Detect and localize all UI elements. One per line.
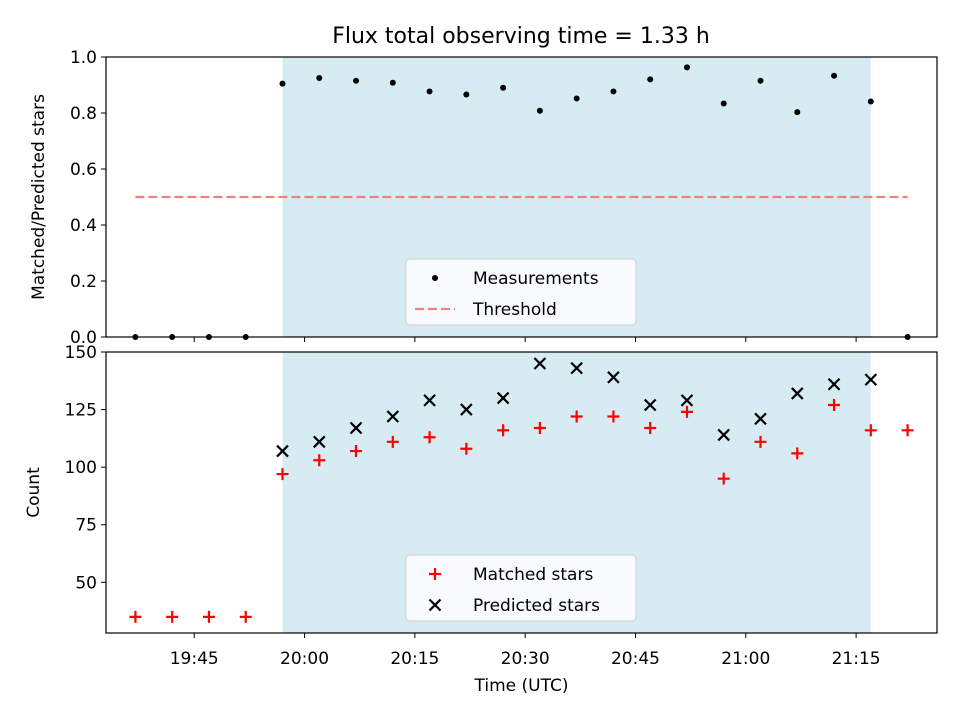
chart-title: Flux total observing time = 1.33 h <box>332 24 710 49</box>
matched-stars-point <box>644 422 657 435</box>
measurement-point <box>279 80 286 87</box>
y-tick-label: 0.4 <box>70 216 97 236</box>
matched-stars-point <box>386 435 399 448</box>
predicted-stars-point <box>570 361 583 375</box>
y-tick-label: 125 <box>65 401 97 421</box>
x-tick-label: 20:00 <box>280 649 329 669</box>
measurement-point <box>831 72 838 79</box>
predicted-stars-point <box>864 373 878 386</box>
predicted-stars-point <box>460 403 473 416</box>
matched-stars-point <box>497 424 510 437</box>
measurement-point <box>610 88 617 95</box>
matched-stars-point <box>607 410 620 423</box>
legend-label: Threshold <box>472 300 557 320</box>
matched-stars-point <box>239 610 252 623</box>
predicted-stars-point <box>533 357 547 370</box>
matched-stars-point <box>460 442 473 455</box>
legend-label: Predicted stars <box>473 596 600 616</box>
predicted-stars-point <box>717 428 731 442</box>
predicted-stars-point <box>386 410 400 423</box>
series-dot <box>132 64 911 340</box>
x-tick-label: 21:15 <box>832 649 881 669</box>
measurement-point <box>757 77 764 84</box>
legend-frame <box>405 258 637 326</box>
matched-stars-point <box>864 424 877 437</box>
matched-stars-point <box>754 435 767 448</box>
measurement-point <box>573 95 580 102</box>
predicted-stars-point <box>312 435 326 449</box>
y-tick-label: 0.0 <box>70 328 97 348</box>
legend-label: Matched stars <box>473 565 593 585</box>
matched-stars-point <box>129 610 142 623</box>
matched-stars-point <box>680 405 693 418</box>
axes-frame <box>105 351 938 634</box>
measurement-point <box>683 64 690 71</box>
matched-stars-point <box>570 410 583 423</box>
predicted-stars-point <box>423 394 436 407</box>
matched-stars-point <box>350 445 363 458</box>
predicted-stars-point <box>643 398 657 412</box>
y-tick-label: 100 <box>65 458 97 478</box>
y-tick-label: 50 <box>75 573 97 593</box>
series-plus <box>129 398 914 623</box>
measurement-point <box>794 109 801 116</box>
matched-stars-point <box>901 424 914 437</box>
legend-predicted-marker <box>428 598 442 612</box>
predicted-stars-point <box>607 371 620 384</box>
y-tick-label: 75 <box>75 516 97 536</box>
ratio-panel: 0.0 0.2 0.4 0.6 0.8 1.0 Matched/Predicted star… <box>29 48 938 348</box>
matched-stars-point <box>166 610 179 623</box>
legend: Measurements Threshold <box>405 258 637 326</box>
matched-stars-point <box>276 468 289 481</box>
x-tick-label: 20:45 <box>611 649 660 669</box>
y-tick-label: 1.0 <box>70 48 97 68</box>
predicted-stars-point <box>496 391 510 405</box>
y-tick-label: 0.6 <box>70 160 97 180</box>
legend-matched-marker <box>429 568 441 580</box>
matched-stars-point <box>533 422 546 435</box>
series-x <box>276 357 878 458</box>
legend-label: Measurements <box>473 269 599 289</box>
predicted-stars-point <box>276 444 289 458</box>
measurement-point <box>500 84 507 91</box>
x-tick-label: 19:45 <box>170 649 219 669</box>
predicted-stars-point <box>349 421 363 435</box>
measurement-point <box>536 107 543 114</box>
measurement-point <box>867 98 874 105</box>
measurement-point <box>647 76 654 83</box>
predicted-stars-point <box>827 377 841 391</box>
matched-stars-point <box>717 472 730 485</box>
measurement-point <box>353 77 360 84</box>
x-tick-label: 20:30 <box>501 649 550 669</box>
matched-stars-point <box>791 447 804 460</box>
matched-stars-point <box>828 398 841 411</box>
x-tick-label: 20:15 <box>390 649 439 669</box>
measurement-point <box>463 91 470 98</box>
matched-stars-point <box>313 454 326 467</box>
y-axis-label: Matched/Predicted stars <box>29 94 49 300</box>
x-axis-label: Time (UTC) <box>474 676 569 696</box>
legend: Matched stars Predicted stars <box>405 554 637 622</box>
legend-frame <box>405 554 637 622</box>
y-tick-label: 0.8 <box>70 104 97 124</box>
y-axis-label: Count <box>24 467 44 518</box>
y-tick-label: 150 <box>65 343 97 363</box>
x-tick-label: 21:00 <box>721 649 770 669</box>
count-panel: 50 75 100 125 150 19:45 20:00 20:15 20:30 20:45 21… <box>24 343 938 696</box>
measurement-point <box>316 75 323 81</box>
matched-stars-point <box>202 610 215 623</box>
axes-frame <box>105 56 938 338</box>
measurement-point <box>720 100 727 107</box>
measurement-point <box>389 79 396 86</box>
predicted-stars-point <box>754 412 767 426</box>
matched-stars-point <box>423 431 436 444</box>
predicted-stars-point <box>790 387 804 400</box>
measurement-point <box>426 88 433 95</box>
legend-measurements-marker <box>432 275 438 281</box>
y-tick-label: 0.2 <box>70 272 97 292</box>
predicted-stars-point <box>680 394 694 407</box>
